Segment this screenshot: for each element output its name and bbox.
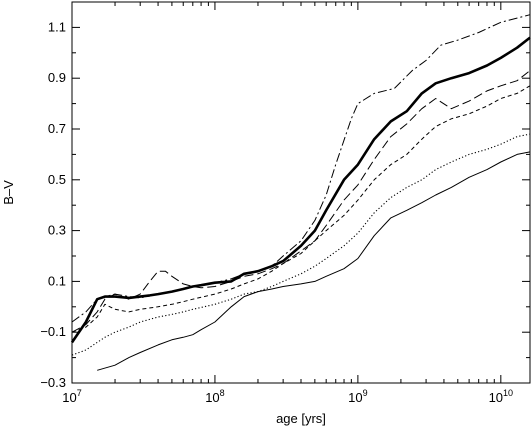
series-line-long-dash xyxy=(71,70,531,333)
y-tick-label: 0.1 xyxy=(48,273,66,288)
x-tick-exponent: 9 xyxy=(363,388,368,398)
plot-frame xyxy=(71,1,531,384)
y-tick-label: −0.3 xyxy=(40,375,66,390)
y-axis-label: B–V xyxy=(1,180,16,205)
series-line-dash-dot xyxy=(71,14,531,323)
x-tick-base: 10 xyxy=(348,390,362,405)
series-line-thick-solid xyxy=(70,36,531,344)
x-tick-base: 10 xyxy=(62,390,76,405)
x-tick-label: 108 xyxy=(205,388,224,405)
y-tick-label: 0.3 xyxy=(48,223,66,238)
series-line-short-dash xyxy=(71,85,531,333)
y-tick-label: 0.9 xyxy=(48,70,66,85)
y-tick-label: 0.5 xyxy=(48,172,66,187)
y-tick-label: −0.1 xyxy=(40,324,66,339)
x-tick-exponent: 8 xyxy=(220,388,225,398)
x-tick-exponent: 10 xyxy=(503,388,513,398)
series-layer xyxy=(70,14,531,371)
x-tick-label: 1010 xyxy=(489,388,513,405)
x-axis-label: age [yrs] xyxy=(276,411,326,426)
x-tick-base: 10 xyxy=(489,390,503,405)
x-tick-label: 107 xyxy=(62,388,81,405)
y-tick-label: 0.7 xyxy=(48,121,66,136)
series-line-thin-solid xyxy=(97,151,531,371)
y-tick-label: 1.1 xyxy=(48,19,66,34)
x-tick-base: 10 xyxy=(205,390,219,405)
x-tick-exponent: 7 xyxy=(77,388,82,398)
series-line-dotted xyxy=(71,133,531,356)
x-tick-label: 109 xyxy=(348,388,367,405)
